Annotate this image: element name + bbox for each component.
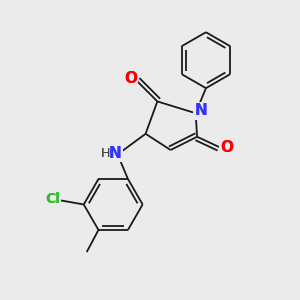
Text: O: O: [220, 140, 233, 154]
Text: H: H: [100, 147, 110, 160]
Text: N: N: [195, 103, 207, 118]
Text: N: N: [109, 146, 122, 161]
Text: H: H: [100, 147, 110, 160]
Text: O: O: [124, 71, 137, 86]
Text: O: O: [124, 71, 137, 86]
Text: Cl: Cl: [45, 192, 60, 206]
Text: N: N: [195, 103, 207, 118]
Text: Cl: Cl: [45, 192, 60, 206]
Text: O: O: [124, 71, 137, 86]
Text: H: H: [100, 147, 110, 160]
Text: N: N: [109, 146, 122, 161]
Text: Cl: Cl: [45, 192, 60, 206]
Text: N: N: [109, 146, 122, 161]
Text: O: O: [220, 140, 233, 154]
Text: O: O: [220, 140, 233, 154]
Text: N: N: [195, 103, 207, 118]
